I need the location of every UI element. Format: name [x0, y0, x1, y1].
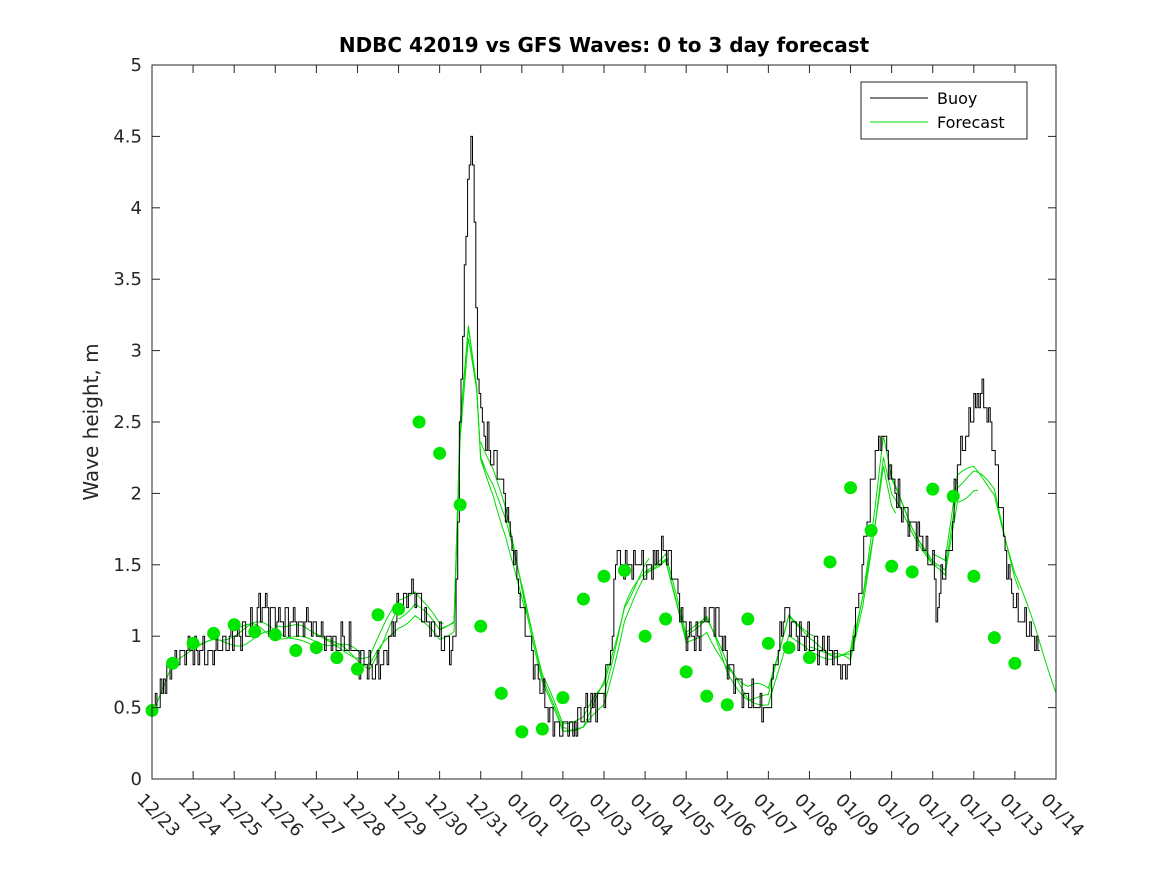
forecast-marker	[844, 481, 858, 495]
forecast-marker	[905, 565, 919, 579]
x-tick-label: 12/29	[379, 790, 431, 842]
forecast-marker	[515, 725, 529, 739]
x-tick-label: 12/28	[338, 790, 390, 842]
forecast-marker	[618, 564, 632, 578]
forecast-marker	[371, 608, 385, 622]
x-tick-label: 01/10	[872, 790, 924, 842]
forecast-marker	[802, 651, 816, 665]
x-tick-label: 01/04	[626, 790, 678, 842]
forecast-series-line	[439, 325, 568, 729]
forecast-series-line	[767, 466, 897, 705]
x-tick-label: 01/01	[502, 790, 554, 842]
legend-forecast-label: Forecast	[937, 113, 1005, 132]
forecast-marker	[330, 651, 344, 665]
x-tick-label: 12/31	[461, 790, 513, 842]
x-axis: 12/2312/2412/2512/2612/2712/2812/2912/30…	[132, 65, 1088, 841]
y-tick-label: 4	[131, 198, 142, 219]
forecast-marker	[987, 631, 1001, 645]
chart-title: NDBC 42019 vs GFS Waves: 0 to 3 day fore…	[339, 33, 870, 57]
buoy-series-line	[152, 135, 1040, 737]
y-axis-label: Wave height, m	[79, 343, 103, 500]
forecast-marker	[679, 665, 693, 679]
x-tick-label: 01/03	[584, 790, 636, 842]
forecast-marker	[741, 612, 755, 626]
forecast-marker	[720, 698, 734, 712]
forecast-marker	[576, 592, 590, 606]
x-tick-label: 12/23	[132, 790, 184, 842]
x-tick-label: 01/13	[995, 790, 1047, 842]
forecast-marker	[494, 686, 508, 700]
forecast-series-line	[521, 558, 650, 725]
x-tick-label: 01/11	[913, 790, 965, 842]
y-tick-label: 3	[131, 341, 142, 362]
forecast-marker	[412, 415, 426, 429]
forecast-series-line	[685, 613, 814, 701]
forecast-marker	[350, 662, 364, 676]
forecast-marker	[186, 636, 200, 650]
forecast-marker	[474, 619, 488, 633]
forecast-marker	[227, 618, 241, 632]
y-tick-label: 2	[131, 483, 142, 504]
forecast-marker	[885, 559, 899, 573]
x-tick-label: 01/07	[749, 790, 801, 842]
y-tick-label: 4.5	[113, 126, 142, 147]
x-tick-label: 12/27	[297, 790, 349, 842]
x-tick-label: 01/14	[1036, 790, 1088, 842]
x-tick-label: 01/06	[708, 790, 760, 842]
forecast-marker	[392, 602, 406, 616]
plot-area	[145, 135, 1057, 739]
forecast-marker	[638, 629, 652, 643]
axes-box	[151, 64, 1057, 780]
forecast-series-line	[850, 436, 978, 658]
y-tick-label: 0	[131, 769, 142, 790]
forecast-marker	[207, 626, 221, 640]
forecast-marker	[309, 641, 323, 655]
forecast-marker	[248, 625, 262, 639]
y-tick-label: 0.5	[113, 698, 142, 719]
y-tick-label: 1	[131, 626, 142, 647]
x-tick-label: 12/30	[420, 790, 472, 842]
forecast-marker	[268, 628, 282, 642]
forecast-series-line	[809, 457, 937, 661]
forecast-marker	[926, 482, 940, 496]
x-tick-label: 01/12	[954, 790, 1006, 842]
forecast-marker	[946, 489, 960, 503]
forecast-marker	[556, 691, 570, 705]
forecast-marker	[659, 612, 673, 626]
forecast-marker	[289, 643, 303, 657]
y-tick-label: 3.5	[113, 269, 142, 290]
x-tick-label: 01/09	[831, 790, 883, 842]
forecast-marker	[1008, 656, 1022, 670]
forecast-marker	[166, 656, 180, 670]
forecast-series-line	[726, 614, 856, 690]
forecast-marker	[597, 569, 611, 583]
y-axis: 0 0.5 1 1.5 2 2.5 3 3.5 4 4.5 5	[113, 55, 1056, 790]
x-tick-label: 01/08	[790, 790, 842, 842]
forecast-marker	[761, 636, 775, 650]
y-tick-label: 1.5	[113, 555, 142, 576]
forecast-series-line	[932, 465, 1057, 694]
forecast-series-line	[562, 558, 691, 733]
legend-box	[860, 81, 1028, 140]
forecast-marker	[823, 555, 837, 569]
legend-buoy-label: Buoy	[937, 89, 977, 108]
forecast-marker	[782, 641, 796, 655]
forecast-marker	[433, 446, 447, 460]
forecast-marker	[864, 524, 878, 538]
x-tick-label: 12/25	[215, 790, 267, 842]
forecast-marker	[967, 569, 981, 583]
y-tick-label: 5	[131, 55, 142, 76]
x-tick-label: 01/05	[667, 790, 719, 842]
forecast-marker	[535, 722, 549, 736]
x-tick-label: 12/24	[174, 790, 226, 842]
x-tick-label: 12/26	[256, 790, 308, 842]
legend: Buoy Forecast	[860, 81, 1028, 140]
x-tick-label: 01/02	[543, 790, 595, 842]
forecast-series-line	[316, 591, 444, 660]
forecast-marker	[453, 498, 467, 512]
forecast-marker	[700, 689, 714, 703]
y-tick-label: 2.5	[113, 412, 142, 433]
forecast-series-line	[603, 559, 732, 696]
